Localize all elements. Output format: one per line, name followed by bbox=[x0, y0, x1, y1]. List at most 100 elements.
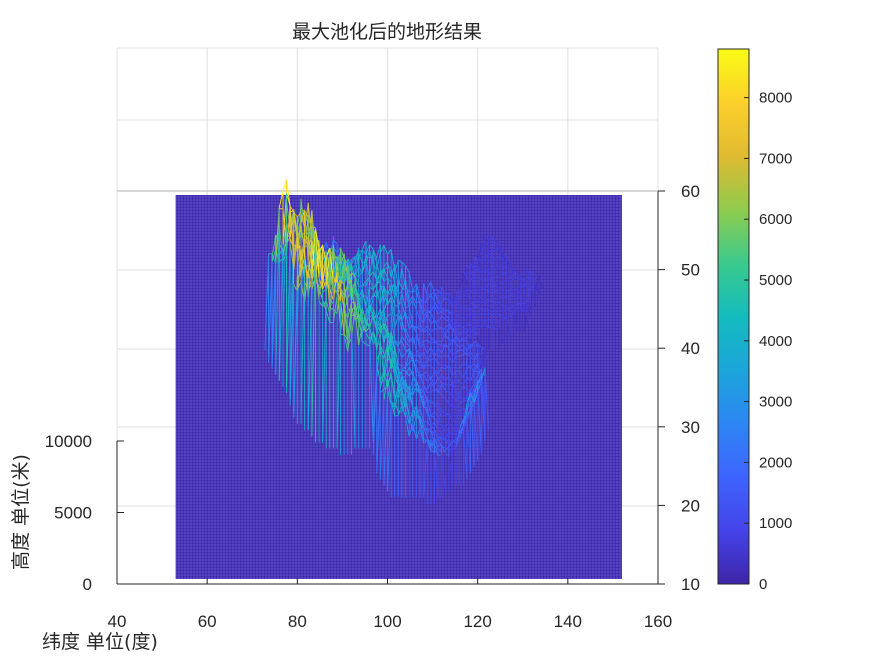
terrain-segment bbox=[452, 356, 457, 364]
terrain-segment bbox=[470, 351, 475, 358]
terrain-segment bbox=[387, 389, 392, 405]
terrain-segment bbox=[445, 383, 449, 386]
terrain-segment bbox=[430, 312, 435, 321]
terrain-segment bbox=[448, 291, 453, 298]
terrain-segment bbox=[463, 337, 467, 340]
terrain-segment bbox=[488, 313, 493, 316]
terrain-segment bbox=[459, 325, 464, 328]
terrain-segment bbox=[434, 292, 439, 300]
terrain-segment bbox=[362, 340, 367, 345]
terrain-segment bbox=[448, 309, 453, 319]
terrain-segment bbox=[499, 309, 504, 313]
terrain-segment bbox=[282, 208, 287, 244]
terrain-segment bbox=[441, 414, 446, 418]
terrain-segment bbox=[499, 314, 504, 318]
terrain-segment bbox=[401, 286, 406, 291]
terrain-segment bbox=[296, 248, 302, 279]
terrain-segment bbox=[383, 261, 388, 268]
terrain-segment bbox=[488, 278, 493, 281]
terrain-segment bbox=[502, 307, 507, 313]
terrain-segment bbox=[416, 389, 421, 394]
terrain-segment bbox=[495, 320, 500, 323]
terrain-segment bbox=[405, 265, 410, 273]
terrain-segment bbox=[445, 389, 449, 393]
terrain-segment bbox=[495, 290, 500, 293]
terrain-segment bbox=[408, 295, 414, 303]
terrain-segment bbox=[491, 301, 497, 307]
terrain-segment bbox=[405, 340, 410, 348]
terrain-segment bbox=[481, 285, 486, 289]
terrain-segment bbox=[459, 381, 464, 385]
terrain-segment bbox=[412, 387, 417, 395]
terrain-segment bbox=[463, 272, 467, 275]
terrain-segment bbox=[495, 313, 500, 316]
terrain-segment bbox=[452, 311, 457, 316]
terrain-segment bbox=[297, 273, 302, 278]
terrain-segment bbox=[354, 301, 360, 324]
terrain-segment bbox=[369, 250, 374, 278]
terrain-segment bbox=[307, 240, 313, 279]
terrain-segment bbox=[401, 366, 406, 371]
colorbar-gradient bbox=[717, 48, 750, 585]
terrain-segment bbox=[452, 440, 457, 443]
terrain-segment bbox=[441, 424, 446, 433]
terrain-segment bbox=[473, 384, 479, 394]
terrain-segment bbox=[318, 277, 324, 290]
terrain-segment bbox=[474, 313, 478, 316]
terrain-segment bbox=[488, 325, 493, 329]
terrain-segment bbox=[466, 285, 471, 302]
terrain-segment bbox=[455, 378, 460, 383]
terrain-segment bbox=[336, 256, 342, 266]
terrain-segment bbox=[423, 329, 428, 333]
terrain-segment bbox=[437, 343, 442, 346]
terrain-segment bbox=[509, 287, 514, 290]
terrain-segment bbox=[286, 201, 291, 231]
terrain-segment bbox=[333, 289, 338, 293]
terrain-segment bbox=[415, 332, 421, 345]
terrain-segment bbox=[437, 429, 442, 435]
terrain-segment bbox=[354, 308, 360, 346]
y-axis-ticks: 10 20 30 40 50 60 bbox=[658, 182, 700, 594]
terrain-segment bbox=[416, 414, 421, 420]
terrain-segment bbox=[426, 325, 432, 333]
terrain-segment bbox=[419, 357, 425, 368]
terrain-segment bbox=[444, 428, 450, 433]
terrain-segment bbox=[358, 247, 363, 320]
terrain-segment bbox=[441, 374, 446, 381]
terrain-segment bbox=[350, 279, 356, 316]
terrain-segment bbox=[466, 289, 471, 292]
terrain-segment bbox=[423, 311, 428, 317]
terrain-segment bbox=[372, 330, 378, 343]
terrain-segment bbox=[329, 298, 334, 305]
terrain-segment bbox=[531, 289, 536, 308]
terrain-segment bbox=[379, 323, 385, 328]
terrain-segment bbox=[437, 453, 442, 457]
terrain-segment bbox=[509, 312, 515, 318]
terrain-segment bbox=[415, 336, 421, 348]
terrain-segment bbox=[430, 292, 435, 295]
terrain-segment bbox=[430, 388, 435, 392]
terrain-segment bbox=[459, 290, 464, 292]
terrain-segment bbox=[379, 266, 385, 279]
terrain-segment bbox=[462, 315, 468, 319]
terrain-segment bbox=[394, 384, 399, 402]
terrain-segment bbox=[426, 340, 432, 344]
terrain-segment bbox=[495, 263, 500, 265]
terrain-segment bbox=[398, 363, 403, 367]
terrain-segment bbox=[372, 255, 378, 285]
terrain-segment bbox=[470, 313, 475, 316]
terrain-segment bbox=[430, 319, 435, 325]
terrain-segment bbox=[488, 249, 493, 253]
terrain-segment bbox=[296, 212, 302, 218]
terrain-segment bbox=[423, 427, 428, 437]
terrain-segment bbox=[329, 252, 334, 279]
terrain-segment bbox=[376, 362, 381, 384]
terrain-segment bbox=[361, 281, 367, 287]
terrain-segment bbox=[506, 307, 511, 311]
terrain-segment bbox=[401, 369, 406, 372]
terrain-segment bbox=[441, 366, 446, 370]
terrain-segment bbox=[336, 282, 342, 290]
terrain-segment bbox=[470, 306, 475, 311]
terrain-segment bbox=[398, 411, 402, 413]
terrain-segment bbox=[513, 287, 518, 290]
